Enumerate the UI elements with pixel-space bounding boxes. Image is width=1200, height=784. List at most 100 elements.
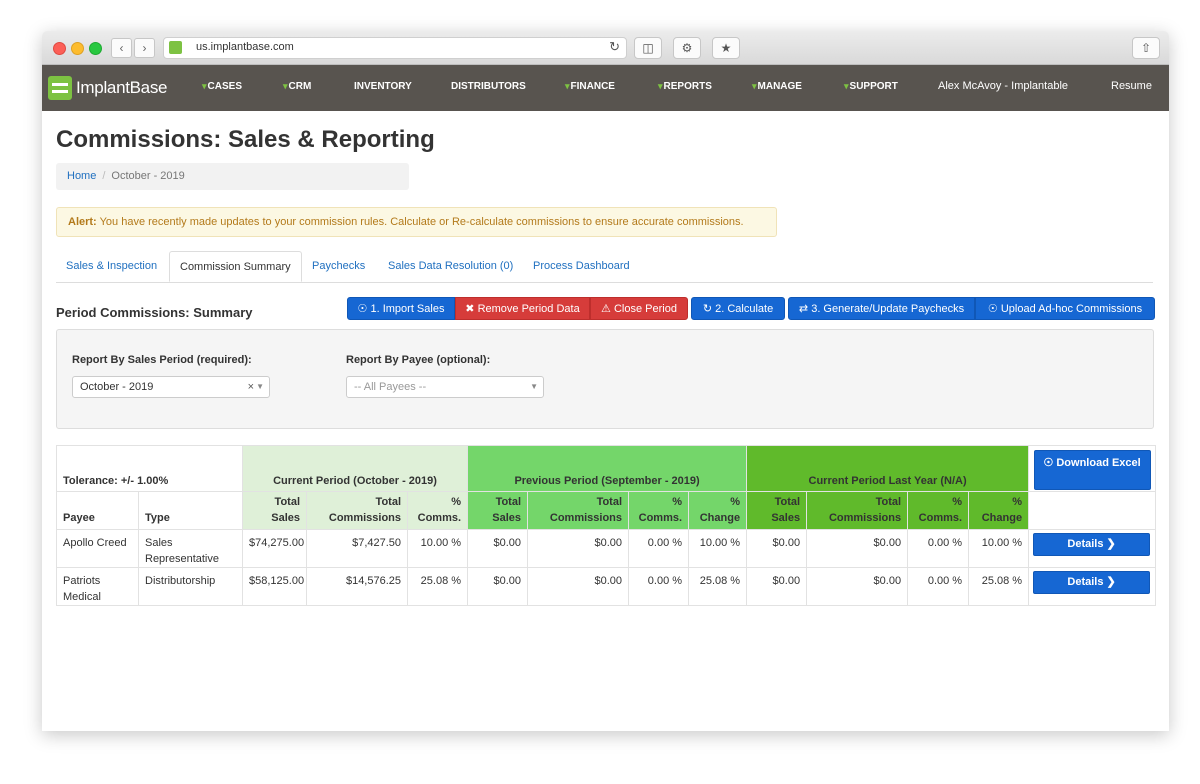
zoom-window-button[interactable]: [89, 42, 102, 55]
payee-select[interactable]: -- All Payees -- ▼: [346, 376, 544, 398]
page-title: Commissions: Sales & Reporting: [56, 126, 435, 153]
col-prev-total-comm: Total Commissions: [527, 491, 630, 530]
gear-icon[interactable]: ⚙: [673, 37, 701, 59]
alert-text: You have recently made updates to your c…: [99, 216, 744, 228]
caret-down-icon: ▾: [565, 81, 570, 91]
previous-period-header: Previous Period (September - 2019): [467, 445, 748, 492]
caret-down-icon: ▾: [202, 81, 207, 91]
commissions-table-wrap: Tolerance: +/- 1.00% Current Period (Oct…: [55, 445, 1157, 606]
chevron-down-icon: ▼: [530, 382, 538, 391]
tab-commission-summary[interactable]: Commission Summary: [169, 251, 302, 282]
ly-change-cell: 25.08 %: [968, 567, 1030, 606]
resume-link[interactable]: Resume: [1111, 80, 1152, 92]
prev-sales-cell: $0.00: [467, 567, 529, 606]
minimize-window-button[interactable]: [71, 42, 84, 55]
x-icon: ✖: [465, 303, 478, 315]
remove-period-data-button[interactable]: ✖ Remove Period Data: [455, 297, 590, 320]
ly-pct-cell: 0.00 %: [907, 567, 970, 606]
period-filter-label: Report By Sales Period (required):: [72, 354, 252, 366]
nav-reports[interactable]: ▾REPORTS: [658, 81, 712, 92]
upload-adhoc-button[interactable]: ☉ Upload Ad-hoc Commissions: [975, 297, 1155, 320]
url-bar[interactable]: us.implantbase.com ↻: [163, 37, 627, 59]
table-column-header-row: Payee Type Total Sales Total Commissions…: [56, 491, 1157, 530]
caret-down-icon: ▾: [283, 81, 288, 91]
nav-distributors[interactable]: DISTRIBUTORS: [451, 81, 526, 92]
breadcrumb-home[interactable]: Home: [67, 170, 97, 182]
last-year-header: Current Period Last Year (N/A): [746, 445, 1030, 492]
prev-comm-cell: $0.00: [527, 529, 630, 568]
sidebar-icon[interactable]: ◫: [634, 37, 662, 59]
nav-cases[interactable]: ▾CASES: [202, 81, 242, 92]
app-logo[interactable]: ImplantBase: [48, 76, 168, 100]
cur-comm-cell: $14,576.25: [306, 567, 409, 606]
cur-sales-cell: $58,125.00: [242, 567, 308, 606]
tab-paychecks[interactable]: Paychecks: [312, 260, 366, 272]
period-select[interactable]: October - 2019 × ▼: [72, 376, 270, 398]
breadcrumb: Home / October - 2019: [56, 163, 409, 190]
prev-pct-cell: 0.00 %: [628, 529, 690, 568]
nav-manage[interactable]: ▾MANAGE: [752, 81, 802, 92]
tab-process-dashboard[interactable]: Process Dashboard: [533, 260, 630, 272]
calculate-button[interactable]: ↻ 2. Calculate: [691, 297, 785, 320]
download-excel-button[interactable]: ☉ Download Excel: [1033, 450, 1151, 490]
logo-text: ImplantBase: [76, 78, 168, 97]
payee-cell: Patriots Medical: [56, 567, 139, 606]
forward-icon[interactable]: ›: [134, 38, 155, 58]
circle-arrow-icon: ☉: [987, 303, 1001, 315]
generate-paychecks-button[interactable]: ⇄ 3. Generate/Update Paychecks: [788, 297, 975, 320]
chevron-right-icon: ❯: [1106, 538, 1116, 550]
sync-icon: ⇄: [798, 303, 812, 315]
tab-sales-inspection[interactable]: Sales & Inspection: [66, 260, 158, 272]
bookmark-icon[interactable]: ★: [712, 37, 740, 59]
alert-banner: Alert: You have recently made updates to…: [56, 207, 777, 237]
col-cur-total-sales: Total Sales: [242, 491, 308, 530]
reload-icon[interactable]: ↻: [609, 39, 620, 54]
warning-icon: ⚠: [601, 303, 614, 315]
prev-change-cell: 10.00 %: [688, 529, 748, 568]
nav-inventory[interactable]: INVENTORY: [354, 81, 412, 92]
nav-crm[interactable]: ▾CRM: [283, 81, 312, 92]
col-type: Type: [137, 491, 244, 530]
details-button[interactable]: Details ❯: [1033, 571, 1151, 594]
section-title: Period Commissions: Summary: [56, 305, 253, 320]
user-menu[interactable]: Alex McAvoy - Implantable: [938, 80, 1069, 92]
close-period-button[interactable]: ⚠ Close Period: [590, 297, 688, 320]
table-group-header-row: Tolerance: +/- 1.00% Current Period (Oct…: [55, 445, 1157, 492]
ly-pct-cell: 0.00 %: [907, 529, 970, 568]
alert-label: Alert:: [68, 216, 97, 228]
clear-icon[interactable]: ×: [247, 381, 254, 393]
col-prev-pct-comm: % Comms.: [628, 491, 690, 530]
tolerance-label: Tolerance: +/- 1.00%: [55, 445, 244, 492]
col-ly-pct-comm: % Comms.: [907, 491, 970, 530]
nav-finance[interactable]: ▾FINANCE: [565, 81, 615, 92]
nav-support[interactable]: ▾SUPPORT: [844, 81, 898, 92]
col-ly-total-comm: Total Commissions: [806, 491, 909, 530]
caret-down-icon: ▾: [658, 81, 663, 91]
close-window-button[interactable]: [53, 42, 66, 55]
circle-arrow-icon: ☉: [357, 303, 371, 315]
prev-change-cell: 25.08 %: [688, 567, 748, 606]
tab-sales-data-resolution[interactable]: Sales Data Resolution (0): [388, 260, 514, 272]
prev-sales-cell: $0.00: [467, 529, 529, 568]
payee-filter-label: Report By Payee (optional):: [346, 354, 491, 366]
current-period-header: Current Period (October - 2019): [242, 445, 469, 492]
download-icon: ☉: [1043, 457, 1057, 469]
type-cell: Sales Representative: [137, 529, 244, 568]
commissions-table: Tolerance: +/- 1.00% Current Period (Oct…: [55, 445, 1157, 606]
col-payee: Payee: [56, 491, 139, 530]
cur-pct-cell: 10.00 %: [407, 529, 469, 568]
back-icon[interactable]: ‹: [111, 38, 132, 58]
ly-sales-cell: $0.00: [746, 529, 808, 568]
share-icon[interactable]: ⇧: [1132, 37, 1160, 59]
col-cur-total-comm: Total Commissions: [306, 491, 409, 530]
import-sales-button[interactable]: ☉ 1. Import Sales: [347, 297, 455, 320]
cur-comm-cell: $7,427.50: [306, 529, 409, 568]
details-button[interactable]: Details ❯: [1033, 533, 1151, 556]
url-text: us.implantbase.com: [196, 41, 294, 53]
col-cur-pct-comm: % Comms.: [407, 491, 469, 530]
col-prev-pct-change: % Change: [688, 491, 748, 530]
prev-pct-cell: 0.00 %: [628, 567, 690, 606]
caret-down-icon: ▾: [752, 81, 757, 91]
breadcrumb-current: October - 2019: [111, 170, 185, 182]
app-navbar: ImplantBase ▾CASES ▾CRM INVENTORY DISTRI…: [42, 65, 1169, 111]
